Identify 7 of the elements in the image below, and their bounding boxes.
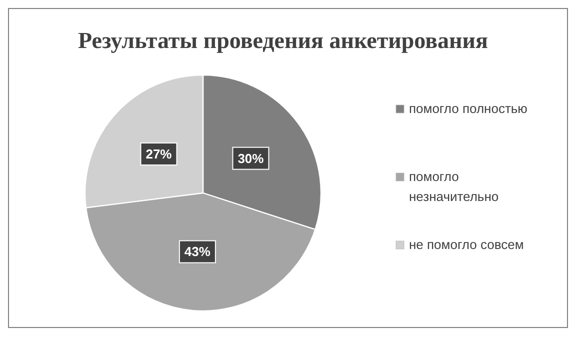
data-label: 27%	[146, 146, 172, 162]
data-label: 43%	[184, 244, 211, 260]
legend-label: помогло незначительно	[409, 169, 499, 204]
legend-label: не помогло совсем	[409, 237, 524, 252]
legend-label: помогло полностью	[409, 101, 528, 116]
chart-title: Результаты проведения анкетирования	[78, 28, 488, 53]
data-label: 30%	[238, 150, 264, 166]
